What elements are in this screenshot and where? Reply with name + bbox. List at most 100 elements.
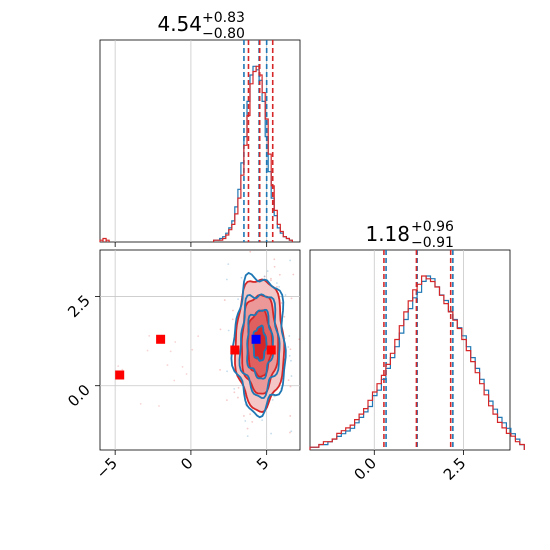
scatter-point	[185, 373, 188, 375]
x-tick-label: 0.0	[351, 454, 381, 484]
scatter-point	[275, 282, 278, 284]
scatter-point	[240, 276, 243, 279]
scatter-point	[278, 285, 281, 288]
right-histogram-red	[309, 275, 525, 450]
scatter-point	[289, 431, 291, 434]
2d-x-ticks: −5 0 5	[93, 450, 272, 482]
contour-blue	[246, 308, 274, 380]
top-x-ticks	[114, 242, 268, 247]
scatter-point	[288, 335, 291, 337]
scatter-point	[139, 402, 142, 405]
scatter-point	[117, 365, 120, 368]
scatter-point	[290, 375, 293, 377]
x-tick-label: 5	[253, 454, 272, 473]
scatter-point	[173, 379, 176, 382]
scatter-point	[292, 273, 295, 276]
scatter-point	[249, 413, 252, 416]
marker-red	[266, 345, 276, 355]
scatter-point	[232, 309, 234, 312]
param-1-minus: −0.91	[411, 235, 454, 251]
scatter-point	[273, 395, 276, 398]
scatter-point	[276, 285, 278, 288]
panel-top: 4.54 +0.83 −0.80	[99, 10, 301, 247]
right-x-ticks: 0.0 2.5	[351, 450, 470, 484]
y-tick-label: 0.0	[64, 381, 94, 411]
scatter-point	[237, 386, 240, 389]
right-grid	[373, 250, 464, 450]
scatter-point	[289, 348, 292, 351]
scatter-point	[289, 415, 292, 417]
x-tick-label: 2.5	[440, 454, 470, 484]
scatter-point	[237, 298, 239, 301]
scatter-point	[266, 270, 269, 272]
marker-red	[115, 370, 125, 380]
x-tick-label: −5	[93, 454, 121, 482]
scatter-point	[246, 427, 249, 430]
scatter-point	[121, 368, 124, 371]
scatter-point	[273, 265, 276, 268]
scatter-point	[181, 365, 184, 368]
scatter-point	[174, 341, 177, 343]
param-0-title: 4.54	[157, 12, 202, 36]
y-tick-label: 2.5	[64, 292, 94, 322]
scatter-point	[251, 420, 254, 423]
scatter-point	[197, 335, 200, 338]
param-1-plus: +0.96	[411, 219, 454, 235]
scatter-point	[226, 370, 228, 373]
scatter-point	[158, 405, 160, 407]
scatter-point	[290, 297, 293, 300]
scatter-point	[270, 432, 273, 435]
scatter-point	[278, 273, 281, 276]
marker-blue	[251, 334, 261, 344]
scatter-point	[287, 346, 290, 348]
scatter-point	[298, 338, 301, 341]
param-0-value: 4.54	[157, 12, 202, 36]
scatter-point	[243, 415, 245, 417]
scatter-point	[237, 396, 239, 399]
scatter-point	[283, 315, 286, 318]
scatter-point	[219, 369, 221, 371]
scatter-point	[290, 430, 293, 433]
scatter-point	[227, 329, 230, 332]
x-tick-label: 0	[177, 454, 196, 473]
scatter-point	[219, 328, 222, 331]
scatter-point	[148, 334, 151, 337]
top-histogram-red	[99, 65, 293, 242]
contour-blue	[230, 271, 287, 419]
scatter-point	[263, 275, 266, 278]
right-histogram-blue	[309, 275, 525, 450]
marker-red	[230, 345, 240, 355]
scatter-point	[191, 348, 194, 351]
contour-blue	[238, 293, 281, 399]
scatter-point	[280, 302, 283, 304]
scatter-point	[146, 349, 149, 352]
scatter-point	[244, 420, 247, 422]
scatter-point	[233, 387, 236, 390]
marker-red	[156, 334, 166, 344]
scatter-point	[263, 275, 266, 278]
2d-contours-blue	[230, 271, 287, 419]
scatter-point	[169, 350, 172, 353]
scatter-point	[261, 419, 264, 422]
param-0-plus: +0.83	[202, 10, 245, 26]
scatter-point	[166, 364, 169, 366]
param-1-value: 1.18	[365, 222, 410, 246]
param-0-minus: −0.80	[202, 26, 245, 42]
right-quantile-lines	[383, 250, 454, 450]
scatter-point	[223, 299, 226, 301]
scatter-point	[273, 258, 276, 261]
scatter-point	[231, 318, 234, 321]
scatter-point	[284, 294, 287, 296]
panel-2d: −5 0 5 0.0 2.5	[64, 249, 301, 482]
scatter-point	[233, 391, 236, 394]
scatter-point	[288, 354, 291, 357]
panel-right: 0.0 2.5 1.18 +0.96 −0.91	[309, 219, 525, 484]
scatter-point	[227, 263, 230, 266]
scatter-point	[249, 250, 252, 253]
scatter-point	[271, 398, 274, 401]
2d-y-ticks: 0.0 2.5	[64, 292, 100, 411]
scatter-point	[246, 435, 249, 438]
scatter-point	[289, 259, 292, 262]
scatter-point	[270, 279, 272, 282]
